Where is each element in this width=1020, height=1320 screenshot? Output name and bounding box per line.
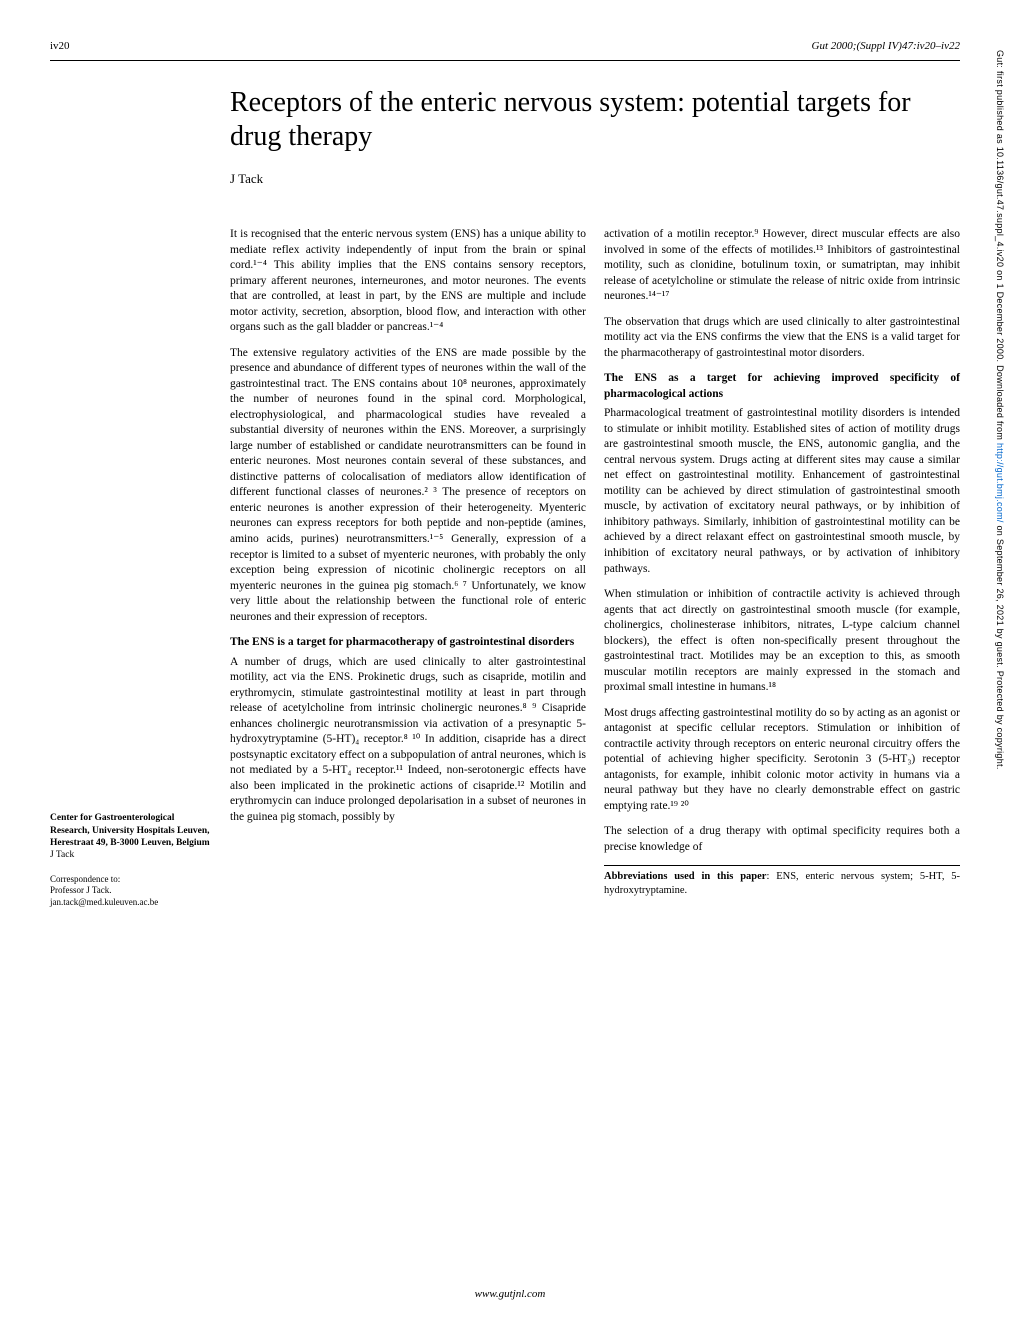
abbrev-divider <box>604 865 960 866</box>
col1-heading1: The ENS is a target for pharmacotherapy … <box>230 635 586 651</box>
sidebar-prefix: Gut: first published as 10.1136/gut.47.s… <box>995 50 1005 443</box>
header-divider <box>50 60 960 61</box>
content-wrapper: Center for Gastroenterological Research,… <box>50 227 960 908</box>
page-header: iv20 Gut 2000;(Suppl IV)47:iv20–iv22 <box>50 40 960 52</box>
sidebar-link[interactable]: http://gut.bmj.com/ <box>995 443 1005 523</box>
column-2: activation of a motilin receptor.⁹ Howev… <box>604 227 960 908</box>
correspondence-block: Correspondence to: Professor J Tack. jan… <box>50 874 210 909</box>
page-number: iv20 <box>50 40 70 52</box>
footer-url: www.gutjnl.com <box>0 1288 1020 1300</box>
article-title: Receptors of the enteric nervous system:… <box>230 86 960 153</box>
col2-para3: Pharmacological treatment of gastrointes… <box>604 406 960 577</box>
correspondence-label: Correspondence to: <box>50 874 210 886</box>
abbreviations: Abbreviations used in this paper: ENS, e… <box>604 870 960 898</box>
affiliation-block: Center for Gastroenterological Research,… <box>50 812 210 861</box>
col2-para5: Most drugs affecting gastrointestinal mo… <box>604 706 960 815</box>
col2-heading1: The ENS as a target for achieving improv… <box>604 371 960 402</box>
col2-para2: The observation that drugs which are use… <box>604 315 960 362</box>
left-column: Center for Gastroenterological Research,… <box>50 227 210 908</box>
affiliation-dept: Center for Gastroenterological Research,… <box>50 812 210 849</box>
col2-para4: When stimulation or inhibition of contra… <box>604 587 960 696</box>
col1-para2: The extensive regulatory activities of t… <box>230 346 586 625</box>
main-columns: It is recognised that the enteric nervou… <box>230 227 960 908</box>
col2-para1: activation of a motilin receptor.⁹ Howev… <box>604 227 960 305</box>
column-1: It is recognised that the enteric nervou… <box>230 227 586 908</box>
col1-para3: A number of drugs, which are used clinic… <box>230 655 586 826</box>
sidebar-copyright: Gut: first published as 10.1136/gut.47.s… <box>995 50 1005 1290</box>
author-name: J Tack <box>230 171 960 187</box>
col2-para6: The selection of a drug therapy with opt… <box>604 824 960 855</box>
sidebar-suffix: on September 26, 2021 by guest. Protecte… <box>995 523 1005 770</box>
col1-para1: It is recognised that the enteric nervou… <box>230 227 586 336</box>
page-container: iv20 Gut 2000;(Suppl IV)47:iv20–iv22 Rec… <box>0 0 1020 939</box>
correspondence-email: jan.tack@med.kuleuven.ac.be <box>50 897 210 909</box>
correspondence-name: Professor J Tack. <box>50 885 210 897</box>
affiliation-name: J Tack <box>50 849 210 861</box>
citation: Gut 2000;(Suppl IV)47:iv20–iv22 <box>812 40 960 52</box>
